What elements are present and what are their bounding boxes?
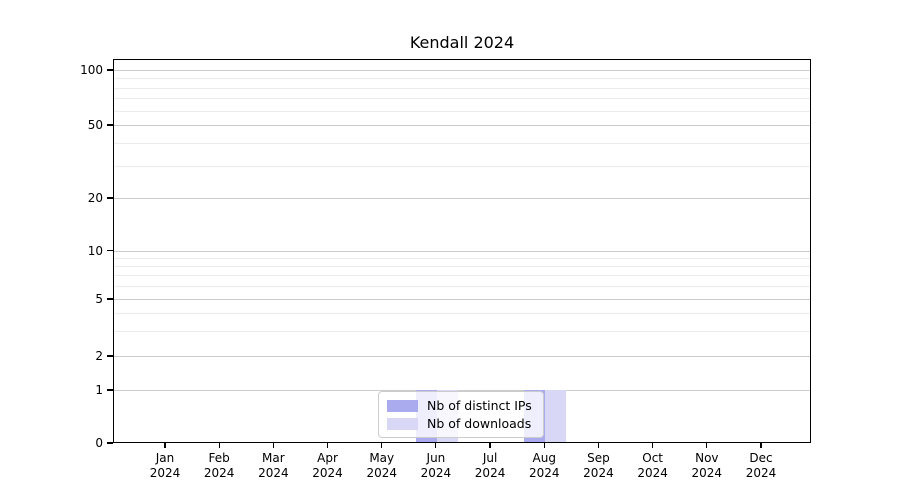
- x-tick-year: 2024: [420, 466, 452, 480]
- bar-downloads-aug: [545, 390, 567, 442]
- major-gridline: [114, 70, 810, 71]
- y-tick-mark: [107, 298, 113, 300]
- x-tick-year: 2024: [366, 466, 397, 480]
- x-tick-year: 2024: [583, 466, 614, 480]
- x-tick-label: May 2024: [354, 451, 410, 481]
- x-tick-label: Dec 2024: [733, 451, 789, 481]
- x-tick-month: Jan: [155, 451, 175, 465]
- minor-gridline: [114, 257, 810, 259]
- y-tick-label: 0: [95, 436, 103, 450]
- x-tick-mark: [543, 443, 545, 448]
- x-tick-mark: [326, 443, 329, 448]
- y-tick-label: 2: [95, 349, 103, 363]
- plot-area: [113, 59, 811, 443]
- minor-gridline: [114, 165, 810, 167]
- major-gridline: [114, 198, 810, 199]
- x-tick-label: Apr 2024: [300, 451, 356, 481]
- y-tick-mark: [107, 197, 113, 199]
- minor-gridline: [114, 110, 810, 112]
- x-tick-label: Jan 2024: [137, 451, 193, 481]
- x-tick-label: Jun 2024: [408, 451, 464, 481]
- x-tick-label: Nov 2024: [679, 451, 735, 481]
- minor-gridline: [114, 78, 810, 80]
- major-gridline: [114, 356, 810, 357]
- minor-gridline: [114, 312, 810, 314]
- x-tick-mark: [218, 443, 220, 448]
- x-tick-mark: [760, 443, 762, 448]
- minor-gridline: [114, 275, 810, 277]
- x-tick-month: Jun: [426, 451, 446, 465]
- legend-label-distinct-ips: Nb of distinct IPs: [427, 398, 532, 413]
- x-tick-month: Aug: [532, 451, 556, 465]
- legend: Nb of distinct IPs Nb of downloads: [378, 391, 544, 438]
- x-tick-label: Aug 2024: [516, 451, 572, 481]
- minor-gridline: [114, 98, 810, 100]
- x-tick-month: Jul: [482, 451, 498, 465]
- y-tick-label: 20: [87, 191, 103, 205]
- x-tick-mark: [272, 443, 274, 448]
- legend-swatch-distinct-ips: [387, 399, 418, 412]
- y-tick-mark: [107, 69, 113, 71]
- x-tick-year: 2024: [203, 466, 235, 480]
- x-tick-mark: [164, 443, 166, 448]
- x-tick-year: 2024: [528, 466, 560, 480]
- legend-label-downloads: Nb of downloads: [427, 416, 532, 431]
- x-tick-mark: [435, 443, 437, 448]
- legend-item-distinct-ips: Nb of distinct IPs: [387, 398, 535, 413]
- y-tick-mark: [107, 249, 113, 252]
- y-tick-label: 1: [95, 383, 103, 397]
- y-tick-label: 10: [87, 243, 103, 258]
- major-gridline: [114, 390, 810, 391]
- x-tick-month: May: [369, 451, 395, 465]
- x-tick-year: 2024: [691, 466, 723, 480]
- x-tick-month: Apr: [317, 451, 338, 465]
- x-tick-month: Nov: [695, 451, 719, 465]
- y-tick-mark: [107, 124, 113, 126]
- x-tick-year: 2024: [149, 466, 181, 480]
- minor-gridline: [114, 142, 810, 144]
- x-tick-label: Feb 2024: [191, 451, 247, 481]
- x-tick-month: Feb: [208, 451, 230, 465]
- x-tick-mark: [489, 443, 491, 448]
- legend-swatch-downloads: [387, 417, 418, 430]
- x-tick-year: 2024: [312, 466, 343, 480]
- x-tick-mark: [597, 443, 600, 448]
- legend-item-downloads: Nb of downloads: [387, 416, 535, 431]
- x-tick-label: Mar 2024: [245, 451, 301, 481]
- minor-gridline: [114, 87, 810, 89]
- x-tick-mark: [381, 443, 383, 448]
- x-tick-year: 2024: [474, 466, 506, 480]
- major-gridline: [114, 250, 810, 252]
- minor-gridline: [114, 266, 810, 268]
- x-tick-label: Sep 2024: [570, 451, 626, 481]
- x-tick-year: 2024: [637, 466, 668, 480]
- y-tick-label: 5: [95, 292, 103, 306]
- x-tick-label: Oct 2024: [625, 451, 681, 481]
- x-tick-month: Mar: [262, 451, 285, 465]
- minor-gridline: [114, 286, 810, 288]
- x-tick-label: Jul 2024: [462, 451, 518, 481]
- y-tick-label: 100: [80, 63, 103, 77]
- x-tick-year: 2024: [745, 466, 777, 480]
- major-gridline: [114, 299, 810, 300]
- y-tick-mark: [107, 389, 113, 391]
- x-tick-mark: [652, 443, 654, 448]
- x-tick-month: Oct: [642, 451, 663, 465]
- x-tick-year: 2024: [258, 466, 289, 480]
- x-tick-mark: [706, 443, 708, 448]
- chart-title: Kendall 2024: [409, 33, 515, 52]
- x-tick-month: Sep: [587, 451, 610, 465]
- y-tick-mark: [107, 355, 113, 357]
- y-tick-label: 50: [87, 118, 103, 132]
- y-tick-mark: [107, 442, 113, 444]
- major-gridline: [114, 125, 810, 126]
- minor-gridline: [114, 330, 810, 332]
- x-tick-month: Dec: [749, 451, 773, 465]
